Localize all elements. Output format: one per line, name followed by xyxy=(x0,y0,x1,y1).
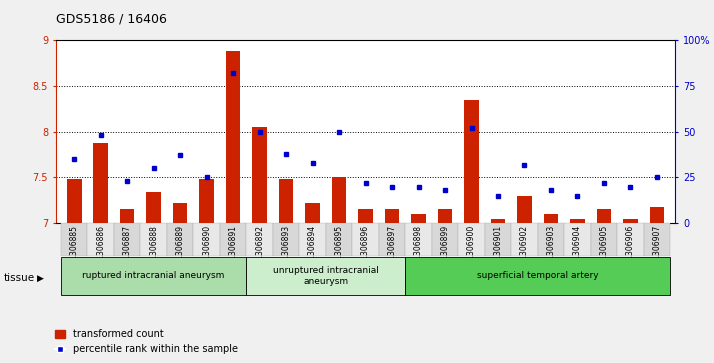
Text: superficial temporal artery: superficial temporal artery xyxy=(477,272,598,280)
Text: GSM1306892: GSM1306892 xyxy=(255,225,264,276)
FancyBboxPatch shape xyxy=(564,223,590,256)
FancyBboxPatch shape xyxy=(141,223,167,256)
Text: GSM1306903: GSM1306903 xyxy=(546,225,555,276)
FancyBboxPatch shape xyxy=(220,223,246,256)
FancyBboxPatch shape xyxy=(61,223,88,256)
Bar xyxy=(306,203,320,223)
Text: GSM1306904: GSM1306904 xyxy=(573,225,582,276)
FancyBboxPatch shape xyxy=(246,257,406,295)
Bar xyxy=(226,51,241,223)
FancyBboxPatch shape xyxy=(246,223,273,256)
Bar xyxy=(597,209,611,223)
FancyBboxPatch shape xyxy=(458,223,485,256)
FancyBboxPatch shape xyxy=(167,223,193,256)
FancyBboxPatch shape xyxy=(432,223,458,256)
Text: GSM1306906: GSM1306906 xyxy=(626,225,635,276)
FancyBboxPatch shape xyxy=(485,223,511,256)
FancyBboxPatch shape xyxy=(273,223,299,256)
Text: GSM1306887: GSM1306887 xyxy=(123,225,131,276)
Text: GSM1306902: GSM1306902 xyxy=(520,225,529,276)
Bar xyxy=(199,179,214,223)
Bar xyxy=(94,143,108,223)
Bar xyxy=(358,209,373,223)
FancyBboxPatch shape xyxy=(511,223,538,256)
Bar xyxy=(650,207,664,223)
Bar xyxy=(491,219,506,223)
FancyBboxPatch shape xyxy=(114,223,141,256)
Bar xyxy=(146,192,161,223)
FancyBboxPatch shape xyxy=(326,223,352,256)
FancyBboxPatch shape xyxy=(590,223,617,256)
Text: GSM1306895: GSM1306895 xyxy=(335,225,343,276)
FancyBboxPatch shape xyxy=(88,223,114,256)
Bar xyxy=(464,99,479,223)
FancyBboxPatch shape xyxy=(643,223,670,256)
Text: GSM1306886: GSM1306886 xyxy=(96,225,105,276)
Text: GSM1306897: GSM1306897 xyxy=(388,225,396,276)
Bar xyxy=(279,179,293,223)
Bar xyxy=(173,203,188,223)
FancyBboxPatch shape xyxy=(61,257,246,295)
Text: GSM1306907: GSM1306907 xyxy=(653,225,661,276)
Text: tissue: tissue xyxy=(4,273,35,283)
Legend: transformed count, percentile rank within the sample: transformed count, percentile rank withi… xyxy=(51,326,241,358)
Text: GSM1306890: GSM1306890 xyxy=(202,225,211,276)
Text: GSM1306900: GSM1306900 xyxy=(467,225,476,276)
Text: GDS5186 / 16406: GDS5186 / 16406 xyxy=(56,13,166,26)
Text: GSM1306905: GSM1306905 xyxy=(600,225,608,276)
Text: GSM1306888: GSM1306888 xyxy=(149,225,159,276)
FancyBboxPatch shape xyxy=(406,223,432,256)
Bar xyxy=(120,209,134,223)
FancyBboxPatch shape xyxy=(299,223,326,256)
Bar xyxy=(517,196,532,223)
Text: GSM1306889: GSM1306889 xyxy=(176,225,185,276)
FancyBboxPatch shape xyxy=(538,223,564,256)
Text: GSM1306885: GSM1306885 xyxy=(70,225,79,276)
FancyBboxPatch shape xyxy=(406,257,670,295)
Bar xyxy=(570,219,585,223)
FancyBboxPatch shape xyxy=(617,223,643,256)
Bar xyxy=(252,127,267,223)
Bar xyxy=(385,209,399,223)
Text: unruptured intracranial
aneurysm: unruptured intracranial aneurysm xyxy=(273,266,379,286)
FancyBboxPatch shape xyxy=(379,223,406,256)
Text: GSM1306901: GSM1306901 xyxy=(493,225,503,276)
Text: GSM1306896: GSM1306896 xyxy=(361,225,370,276)
Text: ▶: ▶ xyxy=(37,274,44,283)
Text: GSM1306898: GSM1306898 xyxy=(414,225,423,276)
Bar xyxy=(332,178,346,223)
Text: ruptured intracranial aneurysm: ruptured intracranial aneurysm xyxy=(83,272,225,280)
Bar xyxy=(67,179,81,223)
Text: GSM1306893: GSM1306893 xyxy=(281,225,291,276)
Bar xyxy=(623,219,638,223)
FancyBboxPatch shape xyxy=(352,223,379,256)
Bar xyxy=(543,214,558,223)
Bar xyxy=(411,214,426,223)
Text: GSM1306891: GSM1306891 xyxy=(228,225,238,276)
FancyBboxPatch shape xyxy=(193,223,220,256)
Bar xyxy=(438,209,452,223)
Text: GSM1306899: GSM1306899 xyxy=(441,225,450,276)
Text: GSM1306894: GSM1306894 xyxy=(308,225,317,276)
